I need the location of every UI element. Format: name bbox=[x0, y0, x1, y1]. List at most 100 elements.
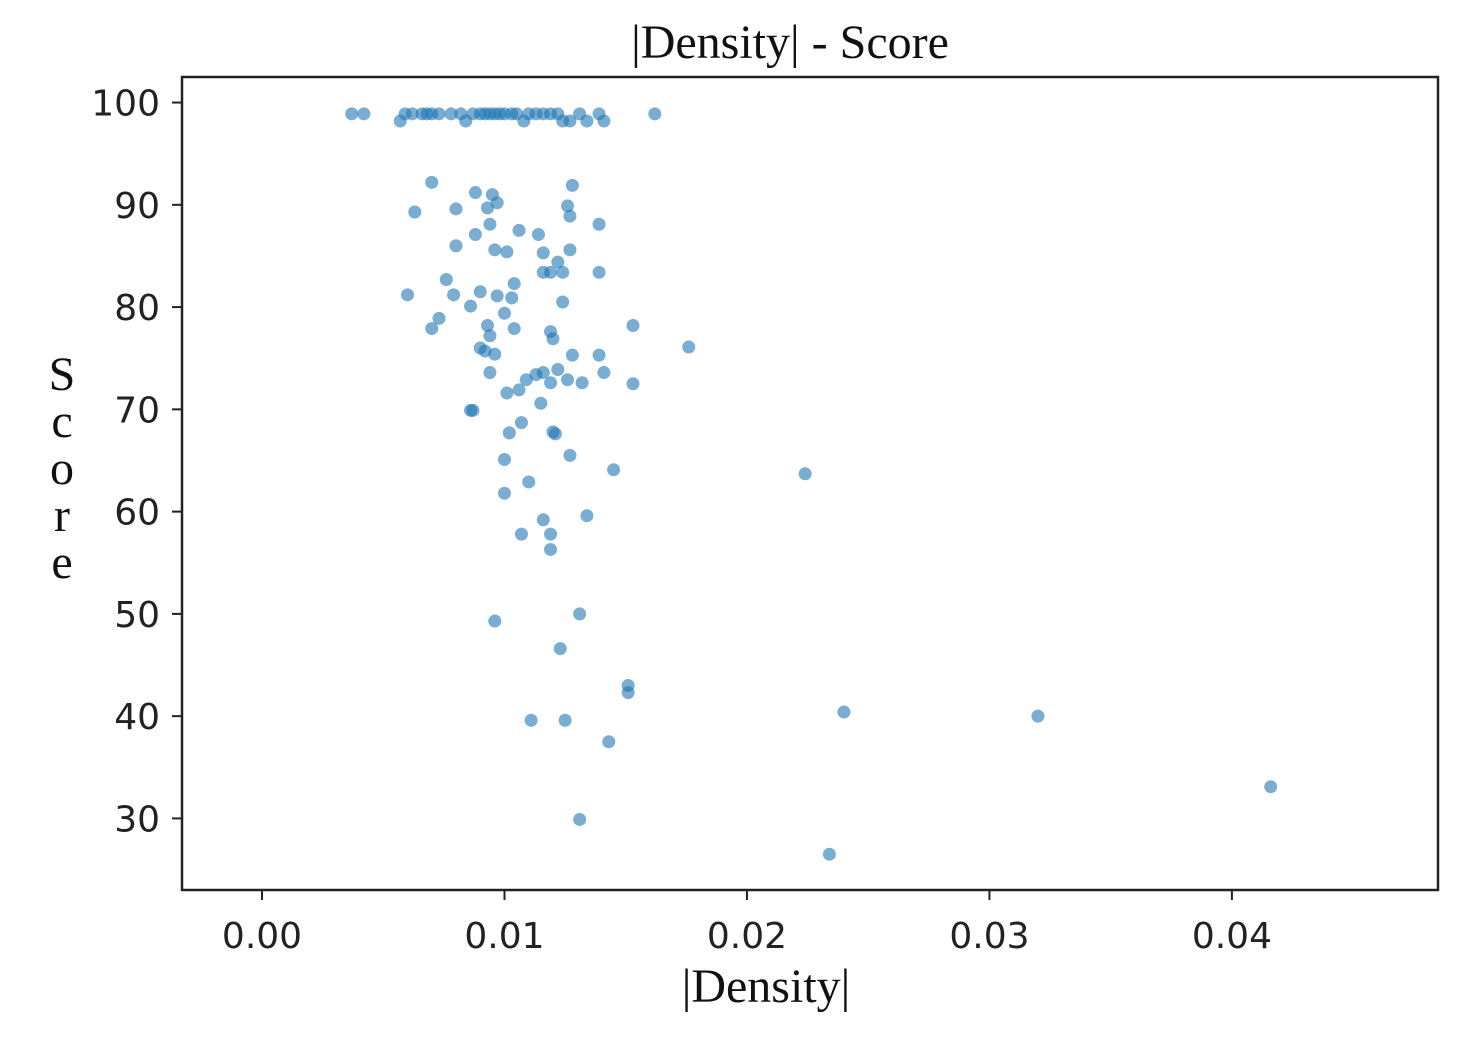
data-point bbox=[408, 205, 422, 219]
data-point bbox=[512, 223, 526, 237]
data-point bbox=[488, 614, 502, 628]
data-point bbox=[444, 107, 458, 121]
data-point bbox=[563, 448, 577, 462]
data-point bbox=[1264, 780, 1278, 794]
data-point bbox=[481, 319, 495, 333]
data-point bbox=[558, 713, 572, 727]
data-point bbox=[405, 107, 419, 121]
data-point bbox=[505, 291, 519, 305]
y-tick-label: 90 bbox=[114, 186, 160, 227]
data-point bbox=[573, 607, 587, 621]
data-point bbox=[592, 348, 606, 362]
data-point bbox=[488, 243, 502, 257]
data-point bbox=[502, 426, 516, 440]
data-point bbox=[432, 311, 446, 325]
data-point bbox=[822, 847, 836, 861]
data-point bbox=[483, 217, 497, 231]
y-axis: 30 40 50 60 70 80 90 100 bbox=[91, 84, 182, 840]
data-point bbox=[514, 416, 528, 430]
data-point bbox=[466, 403, 480, 417]
data-point bbox=[483, 366, 497, 380]
data-point bbox=[563, 114, 577, 128]
data-point bbox=[519, 373, 533, 387]
data-point bbox=[575, 376, 589, 390]
data-point bbox=[544, 527, 558, 541]
data-point bbox=[551, 255, 565, 269]
data-point bbox=[497, 306, 511, 320]
data-point bbox=[626, 377, 640, 391]
data-point bbox=[507, 277, 521, 291]
x-tick-label: 0.02 bbox=[707, 916, 787, 957]
data-point bbox=[798, 467, 812, 481]
data-point bbox=[536, 513, 550, 527]
data-point bbox=[447, 288, 461, 302]
x-axis: 0.00 0.01 0.02 0.03 0.04 bbox=[222, 890, 1272, 957]
data-point bbox=[425, 175, 439, 189]
data-point bbox=[400, 288, 414, 302]
data-point bbox=[464, 299, 478, 313]
y-tick-label: 50 bbox=[114, 595, 160, 636]
y-tick-label: 40 bbox=[114, 697, 160, 738]
y-axis-label-letter: S bbox=[49, 348, 76, 401]
data-point bbox=[597, 366, 611, 380]
data-point bbox=[602, 735, 616, 749]
data-point bbox=[563, 243, 577, 257]
data-point bbox=[490, 289, 504, 303]
data-point bbox=[522, 475, 536, 489]
data-point bbox=[561, 373, 575, 387]
data-point bbox=[1031, 709, 1045, 723]
data-point bbox=[425, 322, 439, 336]
data-point bbox=[592, 265, 606, 279]
data-point bbox=[500, 386, 514, 400]
data-point bbox=[556, 265, 570, 279]
data-point bbox=[592, 217, 606, 231]
data-point bbox=[548, 427, 562, 441]
data-point bbox=[536, 246, 550, 260]
data-point bbox=[682, 340, 696, 354]
data-point bbox=[524, 713, 538, 727]
data-point bbox=[512, 383, 526, 397]
x-tick-label: 0.04 bbox=[1192, 916, 1272, 957]
data-point bbox=[357, 107, 371, 121]
data-point bbox=[565, 348, 579, 362]
data-point bbox=[544, 265, 558, 279]
y-axis-label-letter: o bbox=[50, 442, 74, 495]
data-point bbox=[553, 642, 567, 656]
data-point bbox=[546, 332, 560, 346]
data-point bbox=[626, 319, 640, 333]
data-point bbox=[488, 347, 502, 361]
data-point bbox=[483, 329, 497, 343]
data-point bbox=[468, 186, 482, 200]
data-point bbox=[490, 196, 504, 210]
y-axis-label-letter: e bbox=[51, 536, 72, 589]
data-point bbox=[468, 227, 482, 241]
y-axis-label: Score bbox=[49, 348, 76, 589]
y-axis-label-letter: c bbox=[51, 395, 72, 448]
data-point bbox=[449, 239, 463, 253]
y-tick-label: 30 bbox=[114, 799, 160, 840]
data-point bbox=[544, 542, 558, 556]
data-point bbox=[551, 362, 565, 376]
data-point bbox=[556, 295, 570, 309]
data-point bbox=[500, 245, 514, 259]
y-axis-label-letter: r bbox=[54, 489, 70, 542]
data-point bbox=[580, 509, 594, 523]
data-point bbox=[573, 812, 587, 826]
y-tick-label: 100 bbox=[91, 84, 160, 125]
data-point bbox=[514, 527, 528, 541]
data-point bbox=[497, 486, 511, 500]
data-point bbox=[648, 107, 662, 121]
x-tick-label: 0.01 bbox=[464, 916, 544, 957]
x-tick-label: 0.00 bbox=[222, 916, 302, 957]
data-point bbox=[432, 107, 446, 121]
data-points bbox=[345, 107, 1278, 861]
y-tick-label: 70 bbox=[114, 390, 160, 431]
data-point bbox=[544, 376, 558, 390]
data-point bbox=[507, 322, 521, 336]
plot-area bbox=[180, 75, 1440, 892]
data-point bbox=[536, 366, 550, 380]
y-tick-label: 60 bbox=[114, 493, 160, 534]
data-point bbox=[481, 201, 495, 215]
data-point bbox=[534, 396, 548, 410]
